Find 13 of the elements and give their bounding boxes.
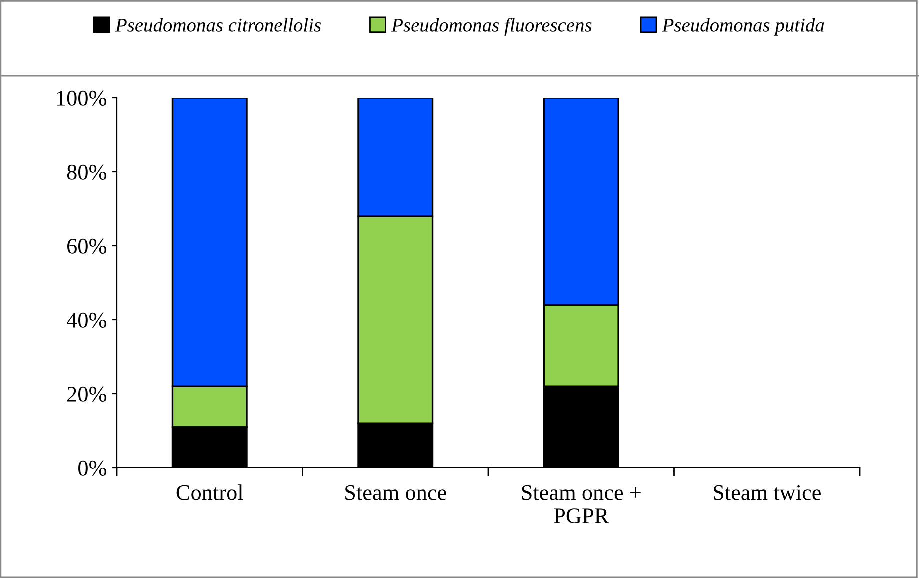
x-tick-label: Steam once xyxy=(346,485,446,500)
legend-label: Pseudomonas fluorescens xyxy=(392,18,592,36)
y-tick-label: 60% xyxy=(68,238,107,254)
x-tick-label: Steam twice xyxy=(714,485,821,500)
x-tick-label: Steam once + PGPR xyxy=(522,485,641,524)
y-tick-label: 20% xyxy=(68,386,107,402)
legend-label: Pseudomonas putida xyxy=(662,18,824,36)
x-tick-label: Control xyxy=(176,484,244,500)
y-tick-label: 100% xyxy=(57,90,107,106)
y-tick-label: 40% xyxy=(66,312,107,328)
legend-label: Pseudomonas citronellolis xyxy=(115,18,322,32)
y-tick-label: 0% xyxy=(78,460,107,476)
y-tick-label: 80% xyxy=(67,164,107,180)
